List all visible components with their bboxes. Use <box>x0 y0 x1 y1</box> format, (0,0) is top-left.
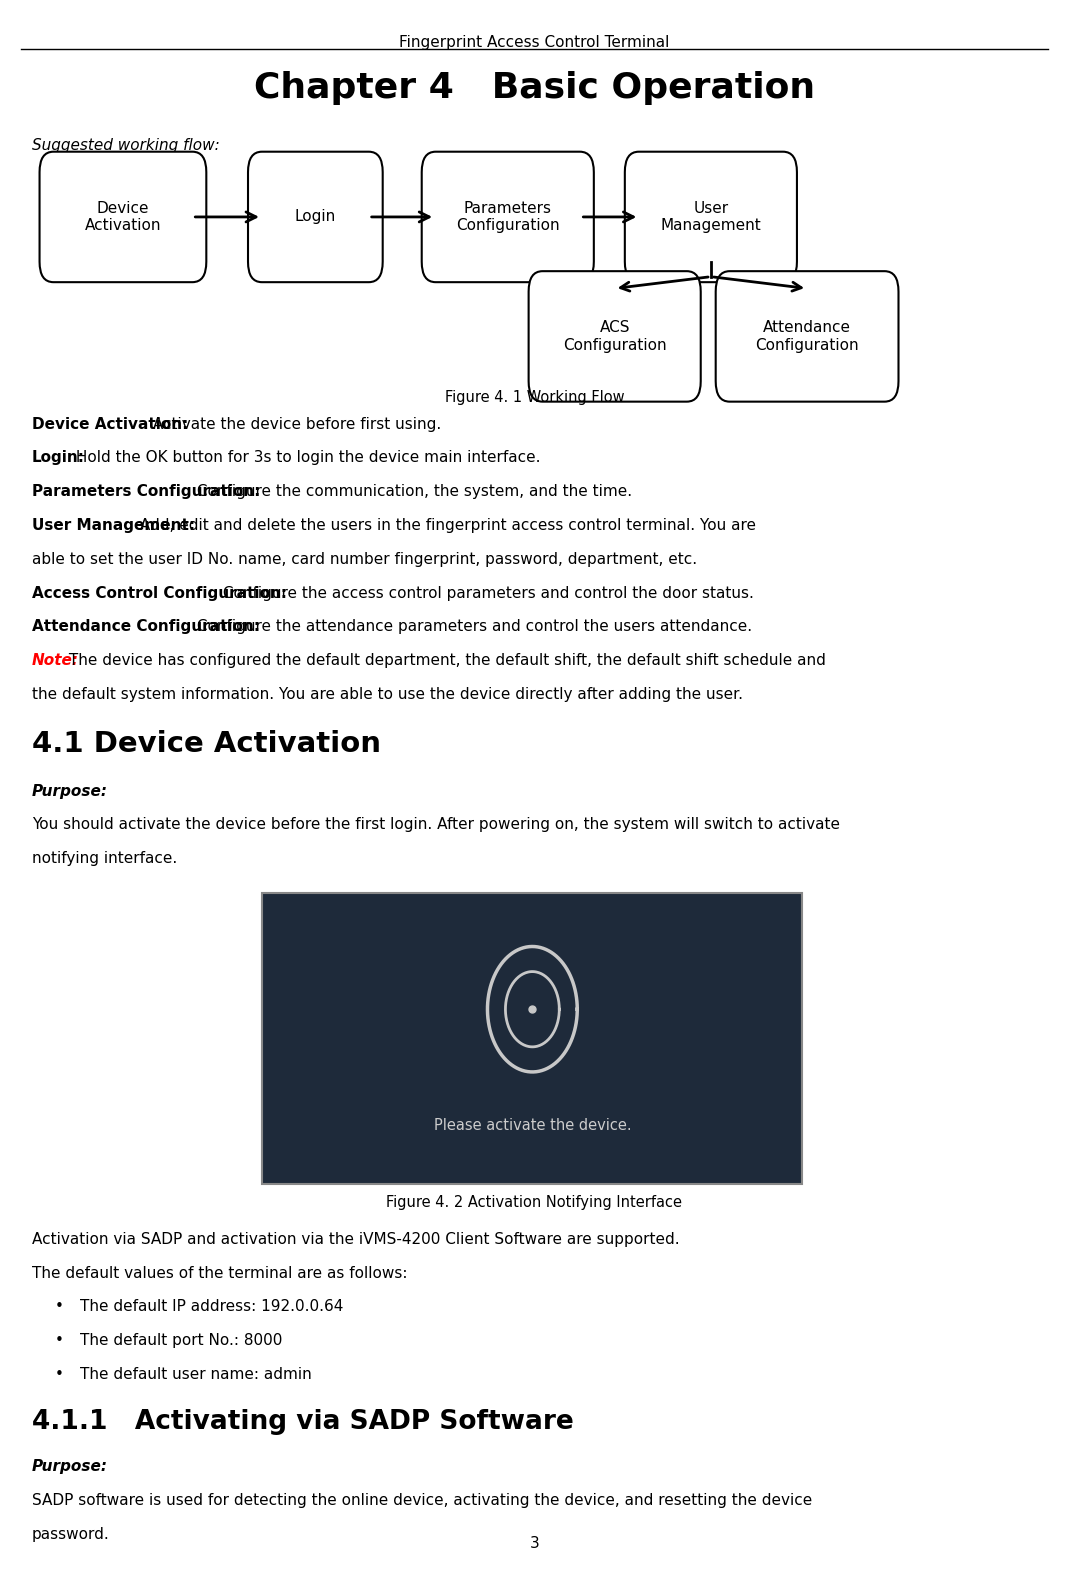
Text: The default user name: admin: The default user name: admin <box>80 1368 312 1382</box>
FancyBboxPatch shape <box>40 152 206 281</box>
Text: Suggested working flow:: Suggested working flow: <box>32 138 220 154</box>
Text: ACS
Configuration: ACS Configuration <box>563 321 666 352</box>
FancyBboxPatch shape <box>248 152 383 281</box>
Text: Activation via SADP and activation via the iVMS-4200 Client Software are support: Activation via SADP and activation via t… <box>32 1232 680 1247</box>
Text: Configure the attendance parameters and control the users attendance.: Configure the attendance parameters and … <box>192 619 753 635</box>
Text: User
Management: User Management <box>661 201 761 233</box>
FancyBboxPatch shape <box>528 270 701 401</box>
Text: User Management:: User Management: <box>32 517 196 533</box>
FancyBboxPatch shape <box>421 152 594 281</box>
Text: Activate the device before first using.: Activate the device before first using. <box>148 417 440 432</box>
Text: Access Control Configuration:: Access Control Configuration: <box>32 585 288 601</box>
Text: Parameters
Configuration: Parameters Configuration <box>456 201 559 233</box>
Text: Device Activation:: Device Activation: <box>32 417 188 432</box>
Text: Login:: Login: <box>32 450 86 465</box>
Text: Attendance Configuration:: Attendance Configuration: <box>32 619 260 635</box>
Text: Figure 4. 1 Working Flow: Figure 4. 1 Working Flow <box>445 390 624 406</box>
Text: Purpose:: Purpose: <box>32 783 108 799</box>
FancyBboxPatch shape <box>716 270 898 401</box>
Text: notifying interface.: notifying interface. <box>32 850 177 866</box>
Text: Hold the OK button for 3s to login the device main interface.: Hold the OK button for 3s to login the d… <box>71 450 540 465</box>
Text: •: • <box>55 1300 63 1314</box>
Text: password.: password. <box>32 1526 110 1542</box>
Text: 4.1.1   Activating via SADP Software: 4.1.1 Activating via SADP Software <box>32 1409 574 1435</box>
Bar <box>262 893 802 1184</box>
Text: Figure 4. 2 Activation Notifying Interface: Figure 4. 2 Activation Notifying Interfa… <box>387 1195 682 1210</box>
Text: •: • <box>55 1333 63 1349</box>
Text: The device has configured the default department, the default shift, the default: The device has configured the default de… <box>64 652 826 668</box>
Text: The default IP address: 192.0.0.64: The default IP address: 192.0.0.64 <box>80 1300 343 1314</box>
FancyBboxPatch shape <box>624 152 797 281</box>
Text: Device
Activation: Device Activation <box>84 201 161 233</box>
Text: Attendance
Configuration: Attendance Configuration <box>756 321 858 352</box>
Text: able to set the user ID No. name, card number fingerprint, password, department,: able to set the user ID No. name, card n… <box>32 552 697 567</box>
Text: Add, edit and delete the users in the fingerprint access control terminal. You a: Add, edit and delete the users in the fi… <box>135 517 756 533</box>
Text: Configure the access control parameters and control the door status.: Configure the access control parameters … <box>218 585 754 601</box>
Text: You should activate the device before the first login. After powering on, the sy: You should activate the device before th… <box>32 817 840 833</box>
Text: The default port No.: 8000: The default port No.: 8000 <box>80 1333 282 1349</box>
Text: Configure the communication, the system, and the time.: Configure the communication, the system,… <box>192 484 633 500</box>
Text: Login: Login <box>295 209 336 225</box>
Text: Purpose:: Purpose: <box>32 1459 108 1475</box>
Text: 4.1 Device Activation: 4.1 Device Activation <box>32 729 381 758</box>
Text: the default system information. You are able to use the device directly after ad: the default system information. You are … <box>32 687 743 703</box>
Text: Note:: Note: <box>32 652 79 668</box>
Text: The default values of the terminal are as follows:: The default values of the terminal are a… <box>32 1265 407 1281</box>
Text: SADP software is used for detecting the online device, activating the device, an: SADP software is used for detecting the … <box>32 1493 812 1508</box>
Text: 3: 3 <box>529 1536 540 1552</box>
Text: Fingerprint Access Control Terminal: Fingerprint Access Control Terminal <box>400 35 669 50</box>
Text: Parameters Configuration:: Parameters Configuration: <box>32 484 261 500</box>
Text: •: • <box>55 1368 63 1382</box>
Text: Please activate the device.: Please activate the device. <box>434 1118 631 1133</box>
Text: Chapter 4   Basic Operation: Chapter 4 Basic Operation <box>254 71 815 105</box>
